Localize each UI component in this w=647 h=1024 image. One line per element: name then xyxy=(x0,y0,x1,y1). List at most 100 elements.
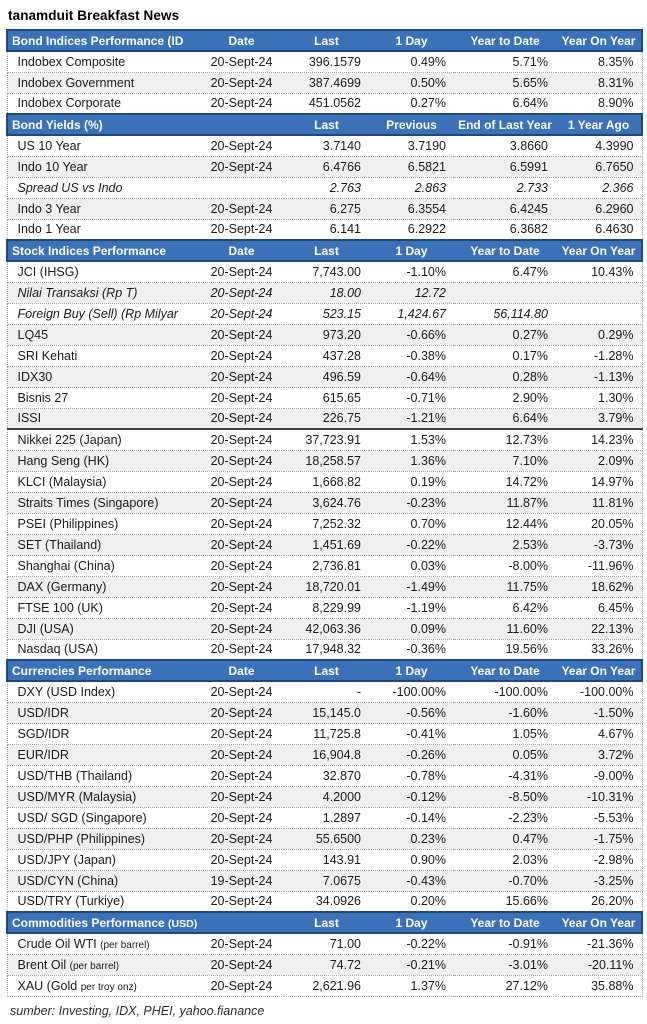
row-label: Indo 1 Year xyxy=(6,219,199,241)
row-value: 0.03% xyxy=(369,555,454,577)
data-row: Hang Seng (HK) 20-Sept-24 18,258.57 1.36% 7.… xyxy=(6,450,643,472)
row-value: -100.00% xyxy=(556,681,643,703)
col-header: 1 Day xyxy=(369,911,454,934)
row-label: Bisnis 27 xyxy=(6,387,199,409)
col-header: Year to Date xyxy=(454,659,556,682)
row-value: 3.8660 xyxy=(454,135,556,157)
row-value: -8.50% xyxy=(454,786,556,808)
data-row: Nasdaq (USA) 20-Sept-24 17,948.32 -0.36% 19.… xyxy=(6,639,643,661)
data-row: US 10 Year 20-Sept-24 3.7140 3.7190 3.8660 4.… xyxy=(6,135,643,157)
row-label: USD/ SGD (Singapore) xyxy=(6,807,199,829)
row-label: Indobex Corporate xyxy=(6,93,199,115)
row-value: 18.00 xyxy=(284,282,369,304)
row-value: 7.0675 xyxy=(284,870,369,892)
row-value: 6.64% xyxy=(454,93,556,115)
row-date: 20-Sept-24 xyxy=(199,828,284,850)
row-value: -0.38% xyxy=(369,345,454,367)
data-row: SGD/IDR 20-Sept-24 11,725.8 -0.41% 1.05% 4.67… xyxy=(6,723,643,745)
section-label: Currencies Performance xyxy=(6,659,199,682)
row-value: 6.45% xyxy=(556,597,643,619)
row-value: -11.96% xyxy=(556,555,643,577)
row-value: 14.97% xyxy=(556,471,643,493)
section-header-bond-yields: Bond Yields (%) Last Previous End of Last Y… xyxy=(6,113,643,136)
row-value: 19.56% xyxy=(454,639,556,661)
row-value: 0.49% xyxy=(369,51,454,73)
row-value: -2.23% xyxy=(454,807,556,829)
col-header: Last xyxy=(284,911,369,934)
row-value: -2.98% xyxy=(556,849,643,871)
data-row: USD/CYN (China) 19-Sept-24 7.0675 -0.43% -0.… xyxy=(6,870,643,892)
row-date: 20-Sept-24 xyxy=(199,681,284,703)
row-value: -0.14% xyxy=(369,807,454,829)
row-label: Hang Seng (HK) xyxy=(6,450,199,472)
row-value: -0.23% xyxy=(369,492,454,514)
row-label: USD/THB (Thailand) xyxy=(6,765,199,787)
data-row: USD/JPY (Japan) 20-Sept-24 143.91 0.90% 2.03… xyxy=(6,849,643,871)
row-value: 18.62% xyxy=(556,576,643,598)
row-value: 34.0926 xyxy=(284,891,369,913)
row-value: 27.12% xyxy=(454,975,556,997)
row-value: 35.88% xyxy=(556,975,643,997)
row-value: 6.5821 xyxy=(369,156,454,178)
col-header-date xyxy=(199,113,284,136)
row-date xyxy=(199,177,284,199)
row-value: 6.47% xyxy=(454,261,556,283)
row-value: -0.36% xyxy=(369,639,454,661)
row-value: 33.26% xyxy=(556,639,643,661)
col-header-date: Date xyxy=(199,659,284,682)
row-label: Nikkei 225 (Japan) xyxy=(6,428,199,451)
row-value: 2.733 xyxy=(454,177,556,199)
col-header: Year On Year xyxy=(556,239,643,262)
row-date: 20-Sept-24 xyxy=(199,51,284,73)
col-header-date: Date xyxy=(199,239,284,262)
row-value: 74.72 xyxy=(284,954,369,976)
row-value: 11.81% xyxy=(556,492,643,514)
row-label: SGD/IDR xyxy=(6,723,199,745)
row-label: DXY (USD Index) xyxy=(6,681,199,703)
row-label: IDX30 xyxy=(6,366,199,388)
row-value: -1.10% xyxy=(369,261,454,283)
row-value: 396.1579 xyxy=(284,51,369,73)
row-value: 1,424.67 xyxy=(369,303,454,325)
data-row: Shanghai (China) 20-Sept-24 2,736.81 0.03% -… xyxy=(6,555,643,577)
row-value: 1.36% xyxy=(369,450,454,472)
row-value: 16,904.8 xyxy=(284,744,369,766)
row-value: 2.09% xyxy=(556,450,643,472)
row-label: US 10 Year xyxy=(6,135,199,157)
data-row: ISSI 20-Sept-24 226.75 -1.21% 6.64% 3.79% xyxy=(6,408,643,430)
row-value: 2.03% xyxy=(454,849,556,871)
row-date: 20-Sept-24 xyxy=(199,428,284,451)
row-value: -100.00% xyxy=(369,681,454,703)
row-label: Indo 10 Year xyxy=(6,156,199,178)
row-value: 6.4630 xyxy=(556,219,643,241)
row-label: Brent Oil (per barrel) xyxy=(6,954,199,976)
col-header: Last xyxy=(284,659,369,682)
row-value: 0.27% xyxy=(369,93,454,115)
row-date: 20-Sept-24 xyxy=(199,849,284,871)
row-date: 20-Sept-24 xyxy=(199,345,284,367)
row-value: 0.05% xyxy=(454,744,556,766)
row-value: 8,229.99 xyxy=(284,597,369,619)
row-date: 20-Sept-24 xyxy=(199,597,284,619)
data-row: Indo 1 Year 20-Sept-24 6.141 6.2922 6.3682 6.… xyxy=(6,219,643,241)
row-value: 11.60% xyxy=(454,618,556,640)
row-value: -0.66% xyxy=(369,324,454,346)
row-value: 8.31% xyxy=(556,72,643,94)
data-row: KLCI (Malaysia) 20-Sept-24 1,668.82 0.19% 14… xyxy=(6,471,643,493)
row-value: 26.20% xyxy=(556,891,643,913)
row-date: 20-Sept-24 xyxy=(199,303,284,325)
row-value: 6.275 xyxy=(284,198,369,220)
row-date: 20-Sept-24 xyxy=(199,219,284,241)
col-header: Last xyxy=(284,113,369,136)
row-value: -3.25% xyxy=(556,870,643,892)
row-value: -0.78% xyxy=(369,765,454,787)
row-label: LQ45 xyxy=(6,324,199,346)
row-date: 20-Sept-24 xyxy=(199,534,284,556)
row-date: 20-Sept-24 xyxy=(199,702,284,724)
row-value: 143.91 xyxy=(284,849,369,871)
row-value: 71.00 xyxy=(284,933,369,955)
row-date: 20-Sept-24 xyxy=(199,282,284,304)
data-row: Indobex Government 20-Sept-24 387.4699 0.50… xyxy=(6,72,643,94)
row-date: 20-Sept-24 xyxy=(199,765,284,787)
data-row: Nikkei 225 (Japan) 20-Sept-24 37,723.91 1.5… xyxy=(6,428,643,451)
